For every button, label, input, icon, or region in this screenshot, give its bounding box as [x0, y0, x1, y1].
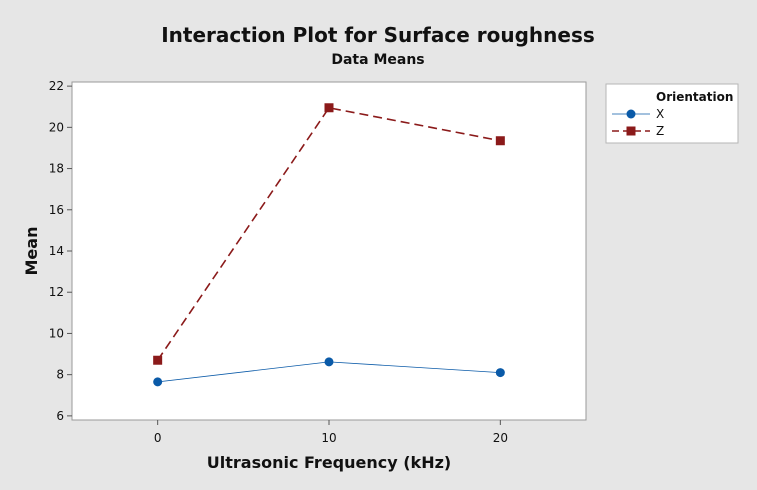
series-z-point — [324, 103, 334, 113]
legend-item-x: X — [612, 107, 664, 121]
legend-item-z: Z — [612, 124, 664, 138]
y-tick-label: 14 — [49, 244, 64, 258]
y-tick-label: 20 — [49, 120, 64, 134]
x-axis-label: Ultrasonic Frequency (kHz) — [207, 453, 451, 472]
x-axis: 0 10 20 — [154, 420, 508, 445]
series-z-point — [153, 355, 163, 365]
series-x-point — [153, 377, 163, 387]
y-tick-label: 12 — [49, 285, 64, 299]
x-tick-label: 0 — [154, 431, 162, 445]
series-z — [153, 103, 505, 365]
series-z-line — [157, 106, 501, 361]
y-axis: 6 8 10 12 14 16 18 20 22 — [49, 79, 72, 423]
y-tick-label: 8 — [56, 368, 64, 382]
legend-item-x-swatch-marker — [626, 109, 636, 119]
series-layer — [153, 103, 505, 387]
y-tick-label: 22 — [49, 79, 64, 93]
x-tick-label: 20 — [493, 431, 508, 445]
plot-area — [71, 81, 587, 421]
y-tick-label: 16 — [49, 203, 64, 217]
series-z-point — [495, 136, 505, 146]
legend-item-z-label: Z — [656, 124, 664, 138]
legend: Orientation XZ — [605, 83, 739, 144]
y-tick-label: 18 — [49, 162, 64, 176]
chart-title: Interaction Plot for Surface roughness — [161, 23, 595, 47]
y-tick-label: 6 — [56, 409, 64, 423]
series-x-point — [495, 368, 505, 378]
legend-item-z-swatch-marker — [626, 126, 636, 136]
legend-item-x-label: X — [656, 107, 664, 121]
legend-items: XZ — [612, 107, 664, 138]
y-tick-label: 10 — [49, 326, 64, 340]
series-x — [153, 357, 505, 387]
legend-title: Orientation — [656, 90, 733, 104]
chart-subtitle: Data Means — [331, 52, 424, 68]
x-tick-label: 10 — [321, 431, 336, 445]
series-x-point — [324, 357, 334, 367]
y-axis-label: Mean — [22, 227, 41, 276]
